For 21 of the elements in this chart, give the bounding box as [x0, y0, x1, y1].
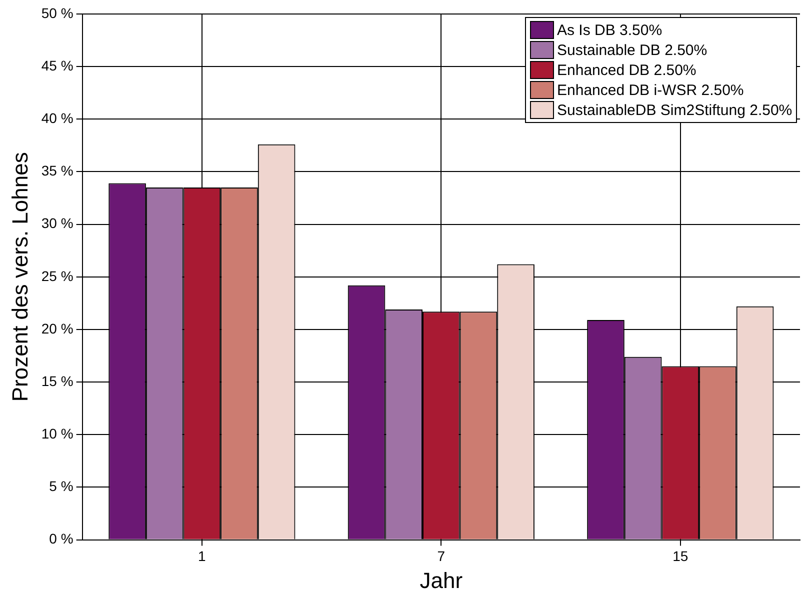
y-tick-label: 30 % [41, 215, 74, 232]
x-tick-label: 15 [672, 548, 688, 564]
y-tick-label: 45 % [41, 57, 74, 74]
legend-label: Enhanced DB i-WSR 2.50% [557, 82, 744, 98]
y-tick-label: 25 % [41, 268, 74, 284]
legend-label: SustainableDB Sim2Stiftung 2.50% [557, 102, 792, 118]
y-tick-label: 40 % [41, 110, 74, 126]
x-tick-label: 7 [437, 548, 446, 564]
y-axis-title: Prozent des vers. Lohnes [7, 152, 32, 402]
y-tick-label: 50 % [41, 4, 74, 21]
x-axis-title: Jahr [420, 568, 463, 593]
y-tick-label: 5 % [49, 478, 74, 494]
y-tick-label: 10 % [41, 426, 74, 442]
x-tick-label: 1 [198, 548, 206, 564]
legend-label: As Is DB 3.50% [557, 22, 662, 38]
y-tick-label: 35 % [41, 162, 74, 179]
y-tick-label: 15 % [41, 372, 74, 389]
y-tick-label: 0 % [49, 530, 74, 547]
legend-label: Enhanced DB 2.50% [557, 62, 696, 78]
y-tick-label: 20 % [41, 320, 74, 336]
legend-label: Sustainable DB 2.50% [557, 42, 708, 58]
